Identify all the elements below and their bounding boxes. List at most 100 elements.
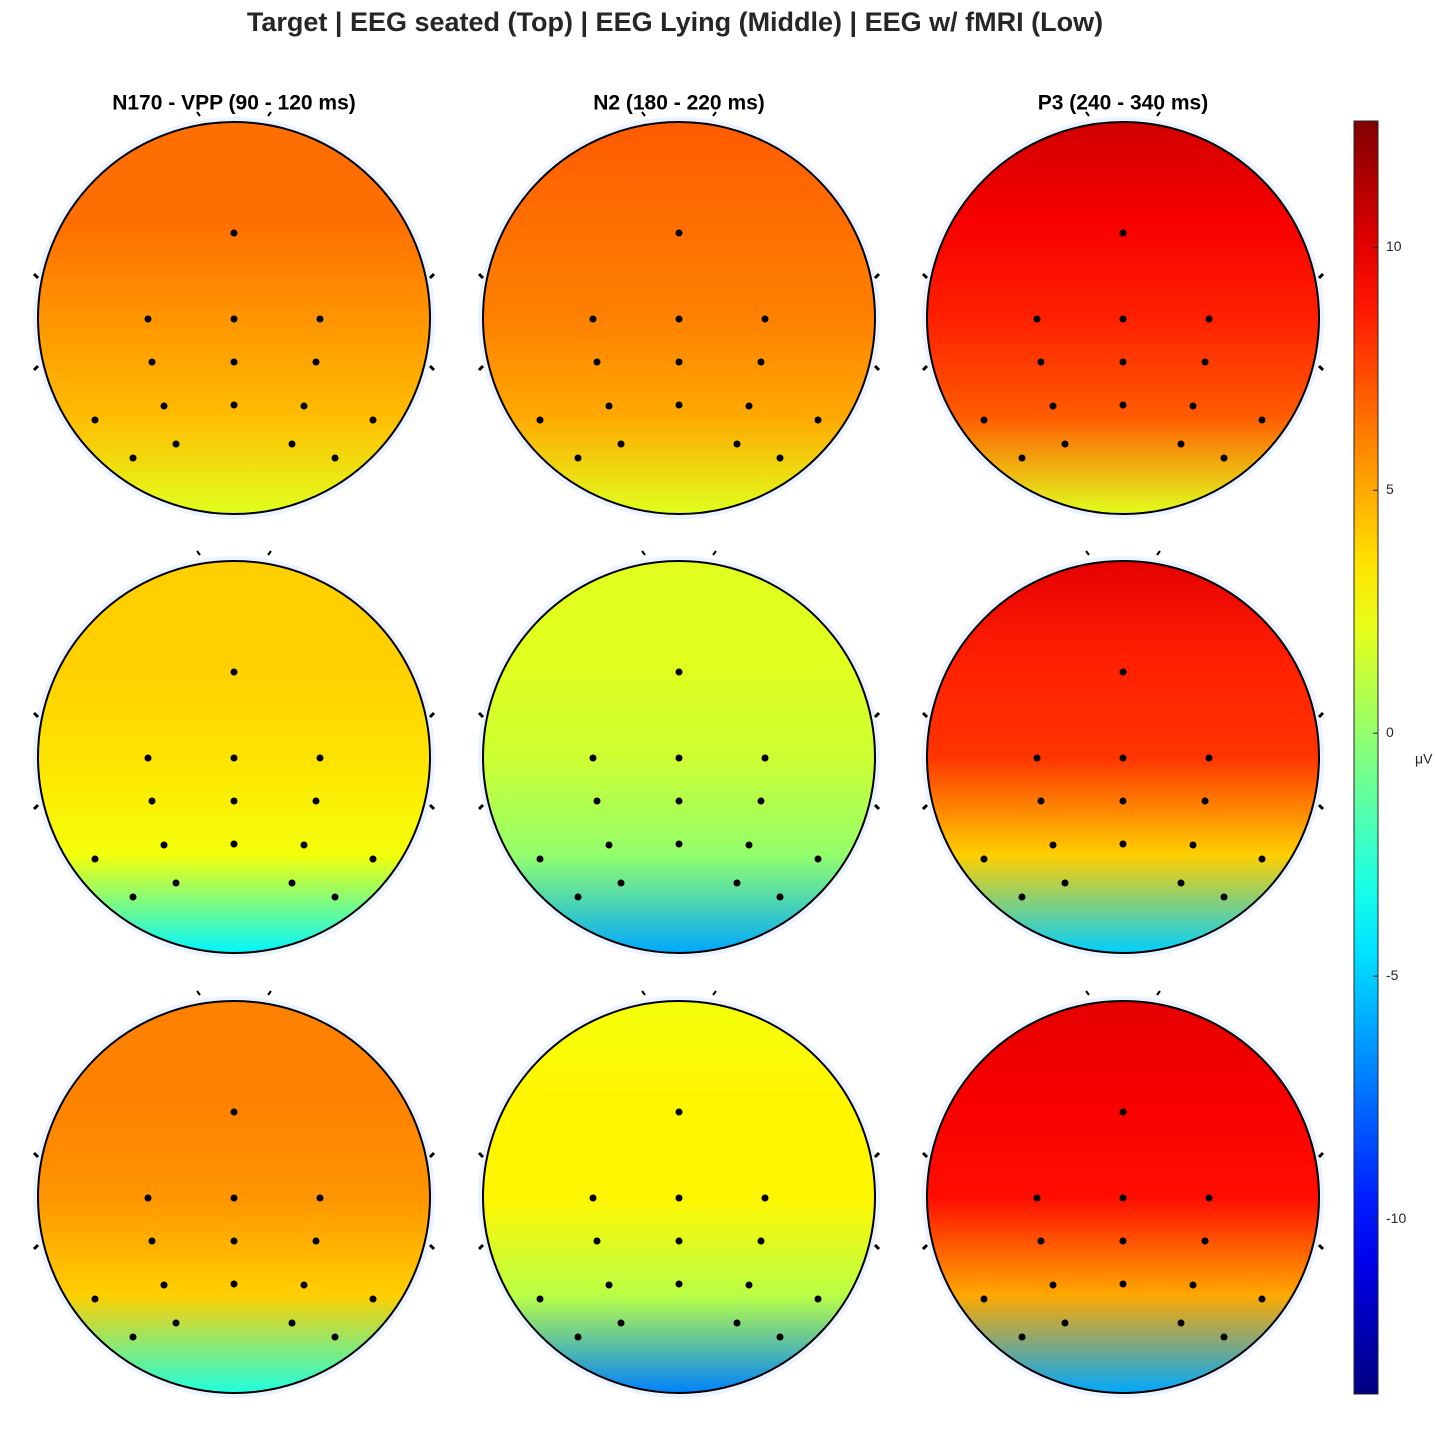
electrode (733, 879, 741, 887)
ear-tick (921, 272, 929, 280)
electrode (288, 1319, 296, 1327)
electrode (316, 1194, 324, 1202)
electrode (129, 1333, 137, 1341)
electrode (1177, 879, 1185, 887)
ear-tick (1317, 272, 1325, 280)
electrode (230, 797, 238, 805)
electrode (617, 1319, 625, 1327)
nose-tick (196, 990, 201, 996)
nose-tick (267, 111, 272, 117)
colorbar (1353, 120, 1379, 1395)
nose-tick (712, 111, 717, 117)
electrode (980, 855, 988, 863)
electrode (300, 1281, 308, 1289)
column-title: N170 - VPP (90 - 120 ms) (112, 92, 356, 115)
electrode (574, 1333, 582, 1341)
electrode (1189, 1281, 1197, 1289)
colorbar-tick-label: 5 (1386, 481, 1394, 497)
electrode (757, 797, 765, 805)
electrode (148, 1237, 156, 1245)
electrode (1037, 797, 1045, 805)
electrode (230, 1108, 238, 1116)
electrode (1201, 358, 1209, 366)
electrode (1033, 754, 1041, 762)
nose-tick (641, 990, 646, 996)
electrode (1049, 1281, 1057, 1289)
electrode (1119, 1237, 1127, 1245)
electrode (1119, 358, 1127, 366)
electrode (605, 402, 613, 410)
electrode (172, 440, 180, 448)
electrode (1061, 440, 1069, 448)
nose-tick (712, 550, 717, 556)
ear-tick (428, 711, 436, 719)
electrode (172, 1319, 180, 1327)
electrode (675, 358, 683, 366)
ear-tick (477, 1243, 485, 1251)
ear-tick (477, 1151, 485, 1159)
electrode (1205, 315, 1213, 323)
electrode (593, 1237, 601, 1245)
electrode (1258, 855, 1266, 863)
electrode (1049, 841, 1057, 849)
electrode (1119, 1194, 1127, 1202)
electrode (1205, 754, 1213, 762)
electrode (1189, 402, 1197, 410)
electrode (761, 754, 769, 762)
electrode (574, 454, 582, 462)
electrode (1201, 1237, 1209, 1245)
ear-tick (1317, 1243, 1325, 1251)
electrode (1018, 454, 1026, 462)
nose-tick (1156, 550, 1161, 556)
ear-tick (477, 364, 485, 372)
ear-tick (428, 803, 436, 811)
ear-tick (921, 711, 929, 719)
ear-tick (32, 364, 40, 372)
ear-tick (477, 803, 485, 811)
nose-tick (641, 111, 646, 117)
electrode (589, 1194, 597, 1202)
electrode (776, 454, 784, 462)
electrode (331, 454, 339, 462)
column-title: P3 (240 - 340 ms) (1038, 92, 1208, 115)
electrode (589, 315, 597, 323)
electrode (1258, 416, 1266, 424)
ear-tick (873, 1151, 881, 1159)
electrode (230, 401, 238, 409)
ear-tick (428, 1151, 436, 1159)
ear-tick (873, 272, 881, 280)
electrode (331, 1333, 339, 1341)
electrode (1201, 797, 1209, 805)
electrode (1220, 454, 1228, 462)
electrode (1061, 879, 1069, 887)
electrode (1177, 440, 1185, 448)
electrode (593, 797, 601, 805)
electrode (757, 1237, 765, 1245)
colorbar-tick-label: 10 (1386, 238, 1402, 254)
electrode (1037, 1237, 1045, 1245)
electrode (745, 402, 753, 410)
electrode (675, 668, 683, 676)
nose-tick (196, 111, 201, 117)
ear-tick (32, 711, 40, 719)
electrode (617, 879, 625, 887)
ear-tick (921, 803, 929, 811)
electrode (230, 1194, 238, 1202)
electrode (593, 358, 601, 366)
electrode (675, 1280, 683, 1288)
electrode (536, 416, 544, 424)
ear-tick (873, 364, 881, 372)
electrode (1018, 1333, 1026, 1341)
ear-tick (1317, 803, 1325, 811)
electrode (980, 1295, 988, 1303)
electrode (316, 754, 324, 762)
electrode (1061, 1319, 1069, 1327)
electrode (745, 1281, 753, 1289)
electrode (312, 1237, 320, 1245)
electrode (1220, 893, 1228, 901)
electrode (230, 1237, 238, 1245)
nose-tick (1156, 111, 1161, 117)
electrode (288, 879, 296, 887)
ear-tick (32, 1243, 40, 1251)
